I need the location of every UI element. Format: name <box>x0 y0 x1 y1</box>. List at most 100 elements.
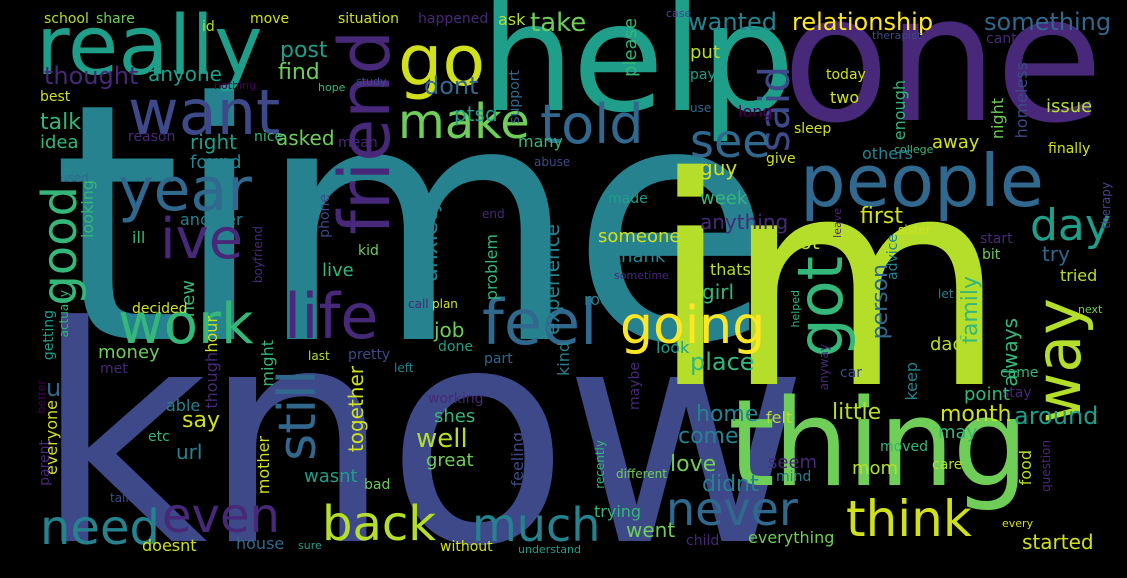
word-point: point <box>964 384 1010 405</box>
word-week: week <box>700 188 748 209</box>
word-really: really <box>36 0 263 94</box>
word-trying: trying <box>594 502 642 521</box>
word-cant: cant <box>986 31 1017 47</box>
word-people: people <box>800 139 1045 223</box>
word-tell: tell <box>102 462 128 481</box>
word-wasnt: wasnt <box>304 466 358 487</box>
word-good: good <box>32 186 88 306</box>
word-take: take <box>530 8 587 38</box>
word-ill: ill <box>132 228 146 247</box>
word-sleep: sleep <box>794 121 832 137</box>
word-without: without <box>440 539 493 555</box>
word-talking: talking <box>110 491 151 505</box>
word-many: many <box>518 132 563 151</box>
word-enough: enough <box>890 80 909 141</box>
word-love: love <box>670 452 717 477</box>
word-plan: plan <box>432 297 458 311</box>
word-every: every <box>1002 517 1034 530</box>
word-today: today <box>826 67 866 83</box>
word-able: able <box>166 396 201 415</box>
word-anything: anything <box>700 210 789 234</box>
word-let: let <box>938 287 954 301</box>
word-room: room <box>584 290 626 309</box>
word-getting: getting <box>41 310 57 361</box>
word-start: start <box>980 231 1013 247</box>
word-life: life <box>284 280 379 353</box>
word-doesnt: doesnt <box>142 536 197 555</box>
word-share: share <box>96 11 135 27</box>
word-everything: everything <box>748 528 835 547</box>
word-stay: stay <box>1002 385 1032 401</box>
word-together: together <box>344 366 368 453</box>
word-time: time <box>52 33 774 417</box>
word-working: working <box>428 391 484 407</box>
word-hour: hour <box>202 316 221 353</box>
word-great: great <box>426 450 474 471</box>
word-nice: nice <box>254 129 284 145</box>
word-much: much <box>472 498 601 552</box>
word-one: one <box>782 0 1104 162</box>
word-advice: advice <box>885 234 901 280</box>
word-girl: girl <box>702 280 735 304</box>
word-left: left <box>394 361 414 375</box>
word-right: right <box>190 130 237 154</box>
word-give: give <box>766 151 796 167</box>
word-part: part <box>484 351 513 367</box>
word-maybe: maybe <box>627 362 643 411</box>
word-feeling: feeling <box>508 432 527 487</box>
word-anxiety: anxiety <box>418 200 443 282</box>
word-care: care <box>932 457 963 473</box>
word-think: think <box>846 490 972 548</box>
word-sometime: sometime <box>614 269 669 282</box>
word-nothing: nothing <box>214 79 256 92</box>
word-long: long <box>738 102 773 121</box>
word-thank: thank <box>614 246 666 267</box>
word-met: met <box>100 361 128 377</box>
word-question: question <box>1039 440 1053 492</box>
word-go: go <box>398 20 486 102</box>
word-though: though <box>202 352 221 409</box>
word-didnt: didnt <box>702 472 759 497</box>
word-month: month <box>940 402 1012 427</box>
word-keep: keep <box>902 362 921 401</box>
word-feel: feel <box>482 286 598 359</box>
word-try: try <box>1042 242 1070 266</box>
word-different: different <box>616 467 667 481</box>
word-came: came <box>1000 365 1039 381</box>
word-thats: thats <box>710 260 751 279</box>
word-shes: shes <box>434 406 476 427</box>
word-tried: tried <box>1060 266 1098 285</box>
word-dont: dont <box>424 72 479 100</box>
word-sure: sure <box>298 539 322 552</box>
word-told: told <box>540 93 644 156</box>
word-felt: felt <box>766 408 793 427</box>
word-best: best <box>40 89 71 105</box>
word-case: case <box>666 7 692 20</box>
word-college: college <box>894 143 934 156</box>
word-around: around <box>1014 402 1099 430</box>
word-guy: guy <box>700 156 738 180</box>
word-bad: bad <box>364 477 391 493</box>
word-bit: bit <box>982 247 1001 263</box>
word-problem: problem <box>482 234 501 301</box>
word-therapist: therapist <box>872 29 922 42</box>
word-phone: phone <box>317 194 333 238</box>
word-next: next <box>1078 303 1103 316</box>
word-someone: someone <box>598 226 681 247</box>
word-parent: parent <box>37 440 53 486</box>
word-happened: happened <box>418 11 489 27</box>
word-live: live <box>322 260 354 281</box>
word-still: still <box>268 370 328 461</box>
word-going: going <box>620 296 766 356</box>
word-school: school <box>44 11 89 27</box>
word-last: last <box>308 349 330 363</box>
word-seem: seem <box>768 452 818 473</box>
word-talk: talk <box>40 110 81 135</box>
word-make: make <box>398 94 530 150</box>
word-house: house <box>236 534 285 553</box>
word-look: look <box>656 338 690 357</box>
word-anyway: anyway <box>817 344 831 391</box>
word-made: made <box>608 191 648 207</box>
word-work: work <box>118 292 254 357</box>
